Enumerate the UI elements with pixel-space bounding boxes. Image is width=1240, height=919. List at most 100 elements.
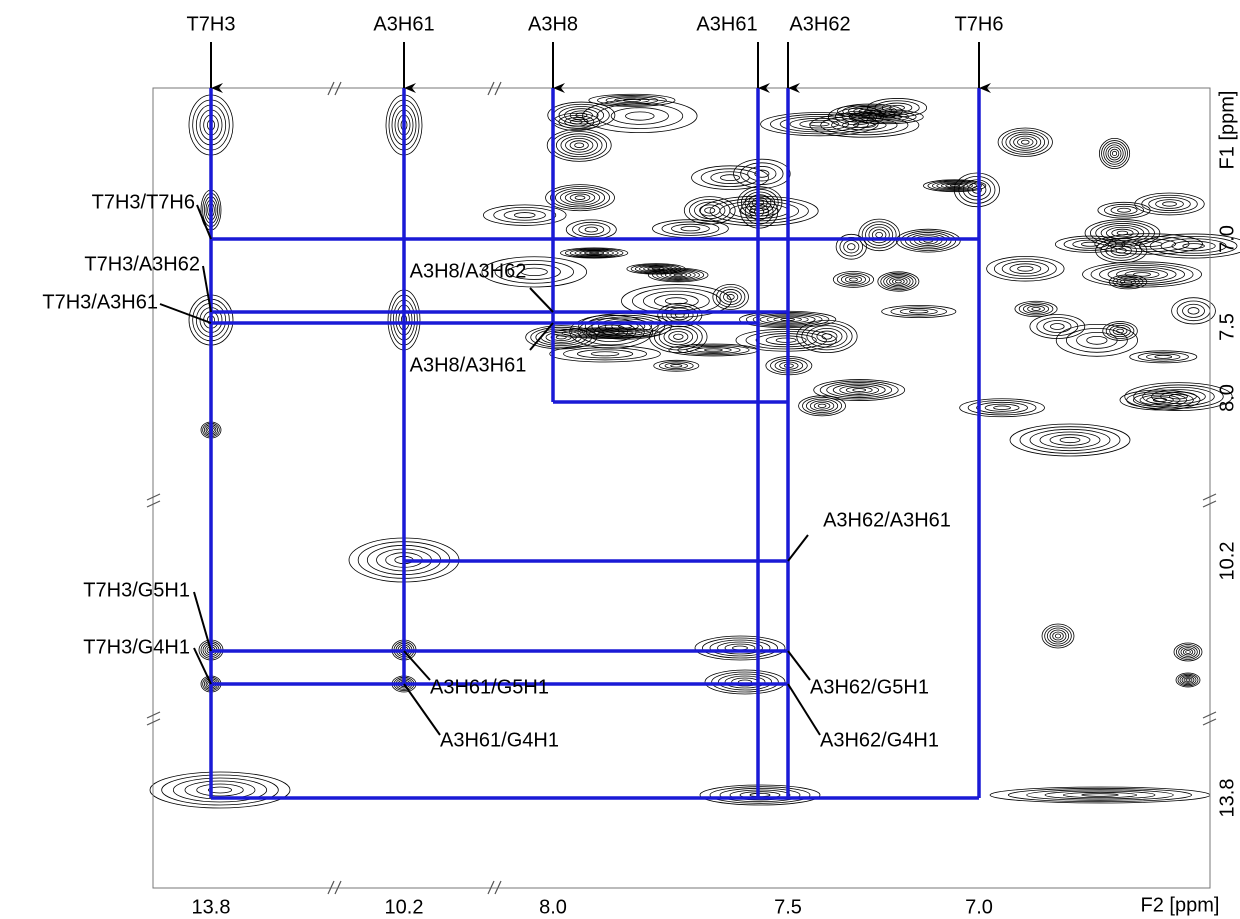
contour bbox=[1010, 264, 1041, 274]
contour bbox=[632, 288, 720, 314]
contour bbox=[1172, 298, 1216, 324]
contour bbox=[626, 112, 655, 120]
contour bbox=[810, 122, 830, 126]
contour bbox=[710, 787, 810, 804]
contour bbox=[705, 349, 723, 351]
contour bbox=[197, 784, 244, 796]
contour bbox=[1135, 193, 1204, 215]
peak-label: A3H62/A3H61 bbox=[823, 509, 951, 531]
contour bbox=[862, 222, 896, 248]
peak-label: T7H3/A3H61 bbox=[42, 291, 158, 313]
contour bbox=[748, 166, 776, 180]
contour bbox=[802, 323, 852, 350]
contour bbox=[1053, 632, 1064, 640]
contour bbox=[711, 172, 749, 184]
contour bbox=[1106, 145, 1123, 162]
top-label: A3H61 bbox=[696, 13, 757, 35]
contour bbox=[1104, 143, 1126, 165]
contour bbox=[703, 638, 778, 658]
contour bbox=[1006, 132, 1045, 152]
contour bbox=[892, 279, 904, 285]
contour bbox=[1018, 266, 1033, 271]
contour bbox=[1184, 678, 1192, 683]
contour bbox=[1087, 336, 1107, 344]
contour bbox=[659, 326, 697, 347]
contour bbox=[561, 136, 598, 154]
contour-map bbox=[150, 94, 1240, 808]
peak-label: A3H61/G4H1 bbox=[440, 729, 559, 751]
contour bbox=[674, 274, 683, 276]
contour bbox=[1020, 427, 1120, 454]
contour bbox=[552, 132, 607, 160]
contour bbox=[1030, 429, 1110, 450]
top-label: T7H6 bbox=[955, 13, 1004, 35]
contour bbox=[1044, 320, 1071, 332]
y-tick-label: 7.0 bbox=[1216, 225, 1238, 253]
x-tick-label: 13.8 bbox=[192, 896, 231, 918]
contour bbox=[846, 387, 872, 393]
contour bbox=[776, 338, 796, 342]
contour bbox=[150, 772, 290, 808]
leader-lines bbox=[160, 205, 820, 735]
contour bbox=[818, 404, 826, 407]
x-tick-label: 10.2 bbox=[385, 896, 424, 918]
contour bbox=[814, 402, 830, 409]
y-axis-label: F1 [ppm] bbox=[1216, 91, 1238, 170]
contour bbox=[853, 389, 866, 392]
contour bbox=[1110, 149, 1119, 158]
peak-label: T7H3/T7H6 bbox=[92, 191, 195, 213]
contour bbox=[1008, 788, 1191, 801]
contour bbox=[960, 399, 1045, 417]
top-label: T7H3 bbox=[187, 13, 236, 35]
contour bbox=[669, 331, 688, 342]
contour bbox=[1050, 323, 1064, 329]
peak-label: A3H62/G5H1 bbox=[810, 676, 929, 698]
contour bbox=[741, 189, 778, 216]
contour bbox=[652, 220, 728, 238]
contour bbox=[736, 329, 836, 351]
contour bbox=[844, 241, 859, 253]
contour bbox=[845, 276, 861, 282]
contour bbox=[1103, 322, 1138, 341]
top-arrows bbox=[211, 42, 979, 88]
contour bbox=[555, 188, 604, 207]
contour bbox=[866, 224, 893, 245]
contour bbox=[665, 363, 688, 368]
contour bbox=[575, 143, 584, 148]
contour bbox=[909, 310, 928, 313]
contour bbox=[514, 213, 535, 218]
contour bbox=[1082, 794, 1119, 797]
contour bbox=[1183, 304, 1205, 317]
contour bbox=[1050, 435, 1090, 446]
nmr-spectrum: T7H3 A3H61 A3H8 A3H61 A3H62 T7H6 13.8 10… bbox=[0, 0, 1240, 919]
contour bbox=[1186, 679, 1190, 681]
x-tick-label: 7.5 bbox=[774, 896, 802, 918]
contour bbox=[575, 196, 585, 200]
y-tick-label: 13.8 bbox=[1216, 779, 1238, 818]
contour bbox=[591, 352, 619, 356]
contour bbox=[1178, 674, 1198, 686]
plot-frame bbox=[153, 88, 1210, 888]
contour bbox=[1010, 424, 1130, 456]
x-tick-label: 7.0 bbox=[965, 896, 993, 918]
contour bbox=[1045, 626, 1072, 646]
contour bbox=[1063, 792, 1136, 797]
contour bbox=[800, 120, 839, 128]
contour bbox=[674, 334, 684, 339]
y-tick-label: 8.0 bbox=[1216, 384, 1238, 412]
top-label: A3H8 bbox=[528, 13, 578, 35]
contour bbox=[849, 278, 857, 281]
contour bbox=[652, 268, 660, 270]
contour bbox=[650, 321, 707, 353]
contour bbox=[994, 406, 1011, 410]
contour bbox=[1060, 437, 1080, 442]
contour bbox=[162, 775, 279, 805]
contour bbox=[734, 159, 791, 188]
contour bbox=[720, 175, 739, 181]
contour bbox=[1028, 306, 1045, 312]
contour bbox=[1055, 634, 1060, 638]
peak-label: T7H3/G4H1 bbox=[83, 636, 190, 658]
axis-breaks bbox=[147, 82, 1216, 894]
contour bbox=[833, 272, 873, 288]
contour bbox=[1120, 279, 1135, 285]
